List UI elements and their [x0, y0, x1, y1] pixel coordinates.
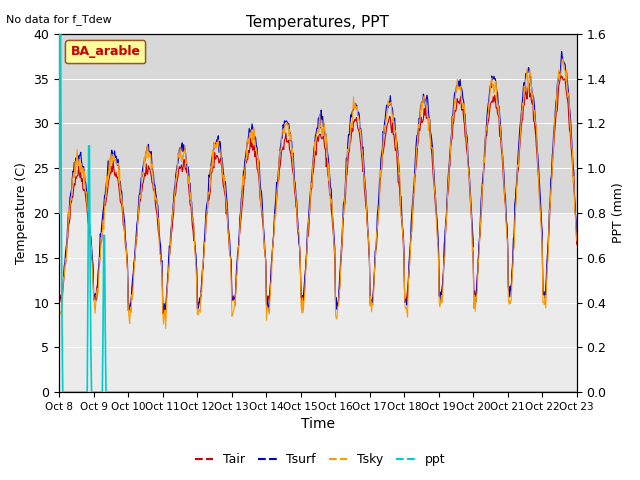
Line: ppt: ppt	[59, 29, 577, 392]
Text: No data for f_Tdew: No data for f_Tdew	[6, 14, 112, 25]
Tair	[397, 203, 404, 209]
Title: Temperatures, PPT: Temperatures, PPT	[246, 15, 389, 30]
Tsky	[118, 194, 125, 200]
Tsky	[559, 56, 567, 62]
Line: Tair: Tair	[59, 75, 577, 314]
Tair	[573, 241, 580, 247]
Tair	[118, 202, 125, 207]
Tsky	[573, 238, 580, 243]
ppt	[120, 389, 127, 395]
Tsky	[397, 191, 404, 197]
Line: Tsky: Tsky	[59, 59, 577, 329]
Tsurf	[573, 233, 580, 239]
Tair	[65, 223, 72, 228]
ppt	[199, 389, 207, 395]
Tsurf	[172, 182, 179, 188]
Tsurf	[160, 309, 168, 315]
Tsky	[381, 125, 389, 131]
Tair	[159, 311, 166, 317]
Tair	[381, 134, 389, 140]
Bar	[59, 34, 577, 213]
ppt	[55, 210, 63, 216]
Y-axis label: Temperature (C): Temperature (C)	[15, 162, 28, 264]
Tsurf	[381, 116, 389, 121]
ppt	[172, 389, 180, 395]
Tair	[172, 193, 179, 199]
Tsurf	[118, 189, 125, 195]
Y-axis label: PPT (mm): PPT (mm)	[612, 183, 625, 243]
Tair	[557, 72, 564, 78]
ppt	[66, 389, 74, 395]
ppt	[56, 26, 64, 32]
ppt	[59, 389, 67, 395]
Tsky	[172, 187, 179, 193]
Line: Tsurf: Tsurf	[59, 52, 577, 312]
ppt	[573, 389, 580, 395]
Tsurf	[65, 209, 72, 215]
Tsurf	[198, 267, 206, 273]
Tsurf	[55, 300, 63, 306]
Legend: Tair, Tsurf, Tsky, ppt: Tair, Tsurf, Tsky, ppt	[189, 448, 451, 471]
Tsky	[162, 326, 170, 332]
Legend: BA_arable: BA_arable	[65, 40, 145, 63]
ppt	[382, 389, 390, 395]
Tsurf	[558, 49, 566, 55]
Tair	[55, 299, 63, 304]
Tsky	[55, 314, 63, 320]
Tsurf	[397, 193, 404, 199]
ppt	[397, 389, 405, 395]
Tsky	[65, 207, 72, 213]
X-axis label: Time: Time	[301, 418, 335, 432]
Tsky	[198, 271, 206, 276]
Tair	[198, 273, 206, 279]
